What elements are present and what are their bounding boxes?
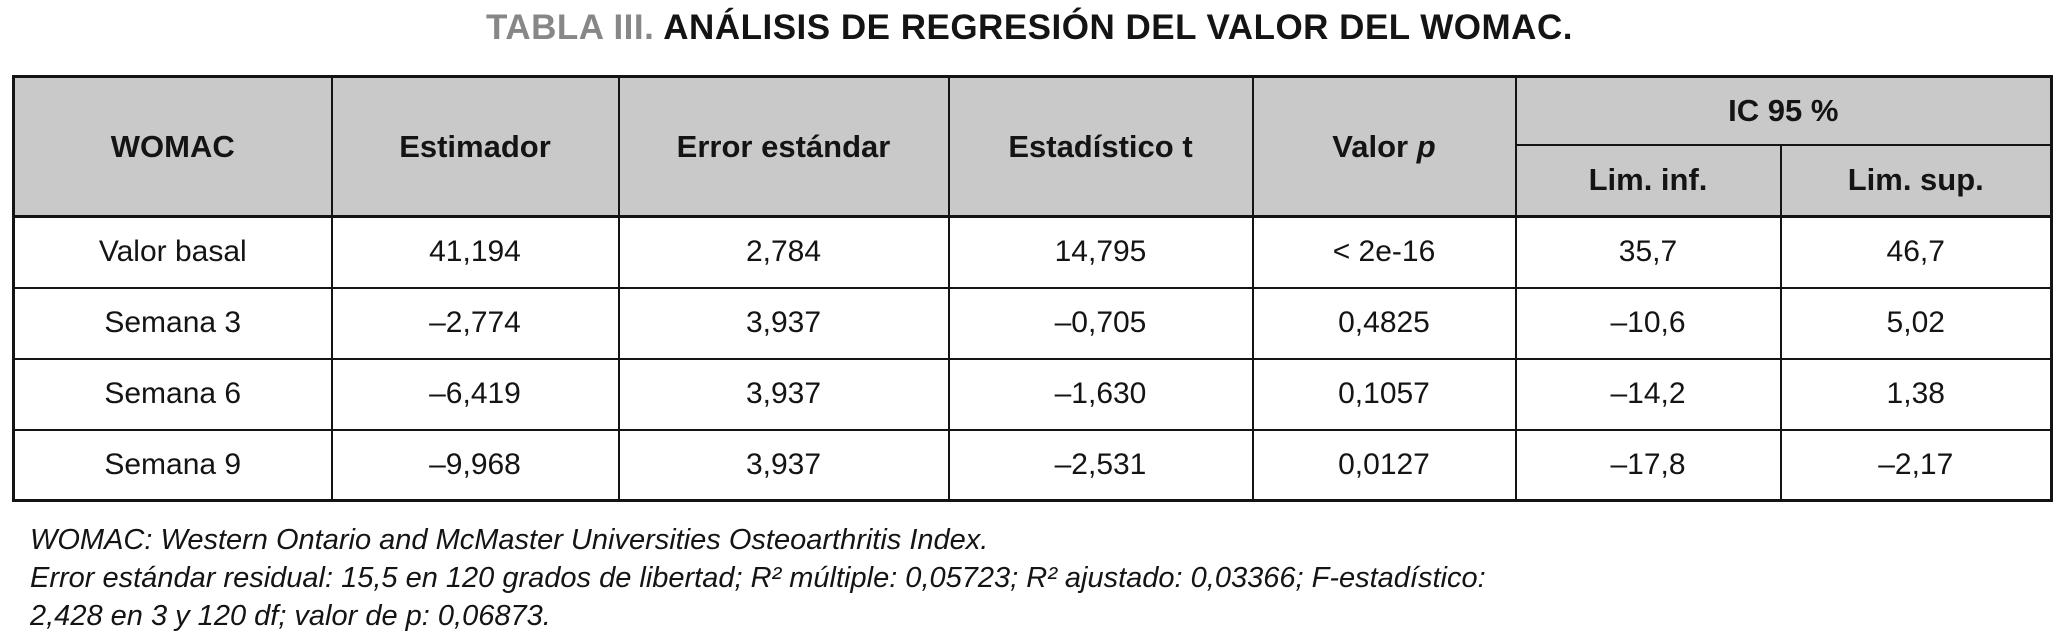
data-cell: –2,17 xyxy=(1779,428,2053,502)
row-header-cell: Semana 3 xyxy=(12,286,333,360)
data-cell: 3,937 xyxy=(617,286,950,360)
table-title-text: ANÁLISIS DE REGRESIÓN DEL VALOR DEL WOMA… xyxy=(663,8,1573,47)
row-header-cell: Semana 9 xyxy=(12,428,333,502)
data-cell: –6,419 xyxy=(330,357,620,431)
header-valor-p-symbol: p xyxy=(1416,128,1436,164)
regression-table-container: WOMAC Estimador Error estándar Estadísti… xyxy=(12,75,2053,502)
data-cell: –17,8 xyxy=(1514,428,1782,502)
data-cell: –0,705 xyxy=(947,286,1254,360)
header-estimador: Estimador xyxy=(330,75,620,218)
table-title: TABLA III. ANÁLISIS DE REGRESIÓN DEL VAL… xyxy=(0,8,2059,48)
data-cell: 0,0127 xyxy=(1251,428,1517,502)
data-cell: –14,2 xyxy=(1514,357,1782,431)
data-cell: 14,795 xyxy=(947,215,1254,289)
data-cell: 5,02 xyxy=(1779,286,2053,360)
data-cell: 46,7 xyxy=(1779,215,2053,289)
table-row-semana-3: Semana 3 –2,774 3,937 –0,705 0,4825 –10,… xyxy=(12,286,2053,360)
data-cell: 0,4825 xyxy=(1251,286,1517,360)
footnote-model-stats-line2: 2,428 en 3 y 120 df; valor de p: 0,06873… xyxy=(30,600,551,632)
header-valor-p: Valor p xyxy=(1251,75,1517,218)
data-cell: 41,194 xyxy=(330,215,620,289)
table-title-number: TABLA III. xyxy=(486,8,655,47)
table-row-valor-basal: Valor basal 41,194 2,784 14,795 < 2e-16 … xyxy=(12,215,2053,289)
footnote-model-stats-line1: Error estándar residual: 15,5 en 120 gra… xyxy=(30,562,1486,594)
row-header-cell: Semana 6 xyxy=(12,357,333,431)
footnote-womac-definition: WOMAC: Western Ontario and McMaster Univ… xyxy=(30,524,989,556)
header-estadistico-t: Estadístico t xyxy=(947,75,1254,218)
data-cell: 3,937 xyxy=(617,428,950,502)
table-row-semana-9: Semana 9 –9,968 3,937 –2,531 0,0127 –17,… xyxy=(12,428,2053,502)
regression-table: WOMAC Estimador Error estándar Estadísti… xyxy=(12,75,2053,502)
data-cell: –2,531 xyxy=(947,428,1254,502)
header-row-sub: Lim. inf. Lim. sup. xyxy=(14,143,2053,218)
data-cell: 3,937 xyxy=(617,357,950,431)
data-cell: 35,7 xyxy=(1514,215,1782,289)
data-cell: 2,784 xyxy=(617,215,950,289)
header-lim-sup: Lim. sup. xyxy=(1779,143,2053,218)
header-valor-p-prefix: Valor xyxy=(1332,128,1409,164)
table-body: Valor basal 41,194 2,784 14,795 < 2e-16 … xyxy=(12,215,2053,502)
data-cell: –9,968 xyxy=(330,428,620,502)
header-womac: WOMAC xyxy=(12,75,333,218)
data-cell: < 2e-16 xyxy=(1251,215,1517,289)
header-ic95-group: IC 95 % xyxy=(1514,75,2053,146)
table-row-semana-6: Semana 6 –6,419 3,937 –1,630 0,1057 –14,… xyxy=(12,357,2053,431)
header-lim-inf: Lim. inf. xyxy=(1514,143,1782,218)
header-row-top: WOMAC Estimador Error estándar Estadísti… xyxy=(12,75,2053,218)
table-footnotes: WOMAC: Western Ontario and McMaster Univ… xyxy=(30,521,2030,635)
table-header: WOMAC Estimador Error estándar Estadísti… xyxy=(12,75,2053,218)
row-header-cell: Valor basal xyxy=(12,215,333,289)
data-cell: –2,774 xyxy=(330,286,620,360)
data-cell: 1,38 xyxy=(1779,357,2053,431)
data-cell: 0,1057 xyxy=(1251,357,1517,431)
data-cell: –10,6 xyxy=(1514,286,1782,360)
header-error-estandar: Error estándar xyxy=(617,75,950,218)
data-cell: –1,630 xyxy=(947,357,1254,431)
